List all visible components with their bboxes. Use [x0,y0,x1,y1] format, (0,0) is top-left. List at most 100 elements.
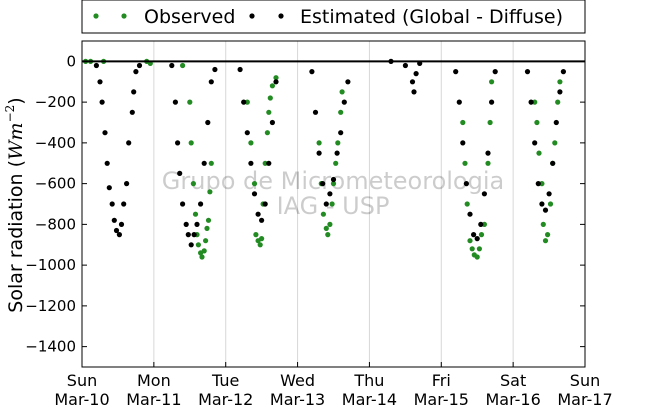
estimated-point [402,62,408,69]
legend-marker-estimated [249,13,255,19]
observed-point [316,140,322,146]
observed-point [266,109,272,115]
estimated-point [338,130,344,136]
observed-point [248,140,254,146]
observed-point [474,254,480,260]
x-tick-label-date: Mar-13 [270,390,325,409]
observed-point [462,160,468,166]
legend-box [81,0,586,34]
observed-point [469,246,475,252]
x-tick-label-date: Mar-12 [198,390,253,409]
estimated-point [121,201,127,207]
estimated-point [208,79,214,85]
x-tick-label-date: Mar-15 [414,390,469,409]
observed-point [339,89,345,95]
y-tick-label: −1200 [25,297,76,315]
y-axis-label: Solar radiation (Wm−2) [3,97,27,312]
estimated-point [109,201,115,207]
estimated-point [262,201,268,207]
x-tick-label-weekday: Sat [500,371,526,390]
estimated-point [131,89,137,95]
estimated-point [97,79,103,85]
estimated-point [411,89,417,95]
estimated-point [169,62,175,69]
estimated-point [237,66,243,73]
estimated-point [316,150,322,156]
estimated-point [185,232,191,238]
observed-point [555,99,561,105]
legend-marker-observed [121,13,127,19]
estimated-point [180,201,186,207]
estimated-point [320,181,326,187]
y-tick-label: 0 [66,52,76,70]
x-tick-label-weekday: Sun [570,371,600,390]
estimated-point [546,191,552,197]
estimated-point [99,99,105,105]
estimated-point [535,181,541,187]
plot-frame [81,40,586,368]
estimated-point [539,201,545,207]
observed-point [269,83,275,89]
estimated-point [309,69,315,75]
series-estimated [93,58,567,248]
x-tick-label-weekday: Tue [211,371,239,390]
estimated-point [194,221,200,227]
observed-point [267,95,273,101]
estimated-point [330,176,337,183]
observed-point [481,221,487,227]
estimated-point [244,130,250,136]
estimated-point [116,232,122,238]
y-tick-label: −1000 [25,256,76,274]
observed-point [534,119,540,126]
estimated-point [542,207,549,213]
legend: Observed Estimated (Global - Diffuse) [81,0,586,34]
series-observed [83,58,563,260]
estimated-point [334,150,340,156]
observed-point [467,238,473,244]
observed-point [547,201,554,207]
x-axis: SunMar-10MonMar-11TueMar-12WedMar-13ThuM… [54,362,613,409]
estimated-point [212,66,218,73]
estimated-point [255,211,261,217]
observed-point [264,130,270,136]
observed-point [532,99,538,105]
estimated-point [478,221,484,227]
observed-point [539,181,545,187]
observed-point [335,140,341,146]
y-tick-label: −1400 [25,338,76,356]
observed-point [487,119,493,126]
estimated-point [106,185,112,191]
observed-point [262,160,268,166]
estimated-point [524,69,531,75]
estimated-point [528,99,534,105]
observed-point [207,189,213,195]
estimated-point [273,79,279,85]
estimated-point [133,69,139,75]
estimated-point [175,140,181,146]
observed-point [192,211,199,217]
observed-point [557,79,563,85]
y-tick-label: −800 [35,215,76,233]
observed-point [338,109,344,115]
estimated-point [463,181,469,187]
observed-point [330,181,337,187]
observed-point [205,217,212,223]
observed-point [208,160,214,166]
estimated-point [126,140,132,146]
observed-point [180,62,186,69]
observed-point [259,236,265,242]
estimated-point [560,69,567,75]
observed-point [489,79,495,85]
observed-point [273,75,279,81]
legend-marker-estimated [278,13,284,19]
observed-point [251,181,258,187]
observed-point [204,225,210,231]
observed-point [485,160,491,166]
estimated-point [177,170,183,176]
observed-point [203,238,209,244]
observed-point [478,232,485,238]
estimated-point [183,221,189,227]
observed-point [327,221,333,227]
estimated-point [136,62,143,69]
observed-point [552,140,558,146]
